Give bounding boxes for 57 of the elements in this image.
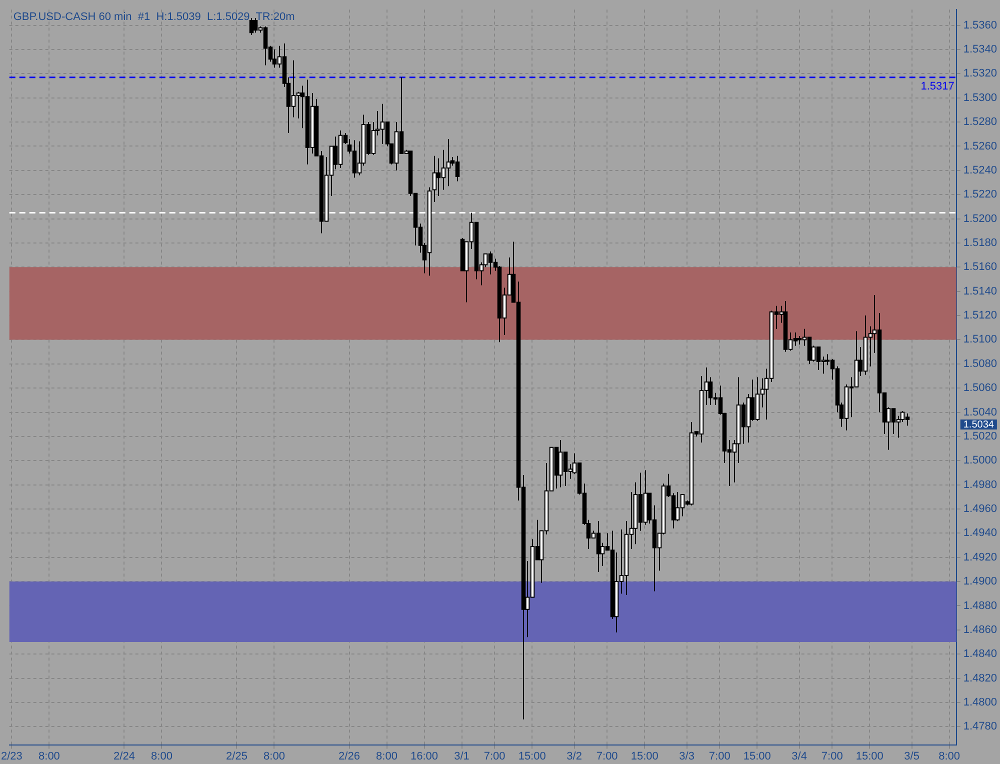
chart-title: GBP.USD-CASH 60 min #1 H:1.5039 L:1.5029 TR:20m [13, 11, 295, 24]
y-tick-label: 1.5060 [963, 382, 998, 394]
y-tick-label: 1.5000 [963, 454, 998, 467]
x-tick-label: 7:00 [821, 750, 843, 762]
x-tick-label: 7:00 [708, 750, 730, 762]
y-tick-label: 1.4980 [963, 478, 998, 491]
y-tick-label: 1.5020 [963, 430, 998, 442]
y-tick-label: 1.5200 [963, 212, 998, 225]
y-tick-label: 1.5120 [963, 310, 998, 322]
ref-line-label: 1.5317 [920, 80, 954, 92]
x-tick-label: 3/1 [454, 750, 470, 762]
y-tick-label: 1.4880 [963, 600, 998, 612]
y-tick-label: 1.4900 [963, 576, 998, 588]
x-tick-label: 8:00 [376, 750, 398, 762]
y-tick-label: 1.5040 [963, 406, 998, 418]
y-tick-label: 1.4800 [963, 696, 998, 709]
y-tick-label: 1.5080 [963, 358, 998, 370]
x-tick-label: 3/4 [792, 750, 807, 762]
x-tick-label: 8:00 [264, 750, 285, 762]
text: 1.5034 [963, 419, 994, 430]
x-tick-label: 7:00 [484, 750, 506, 762]
x-tick-label: 15:00 [518, 750, 546, 762]
y-tick-label: 1.5300 [963, 92, 998, 104]
y-tick-label: 1.4940 [963, 527, 998, 540]
x-tick-label: 3/2 [566, 750, 582, 762]
x-tick-label: 16:00 [410, 750, 438, 762]
y-tick-label: 1.4920 [963, 551, 998, 564]
y-tick-label: 1.5140 [963, 285, 998, 298]
y-tick-label: 1.5160 [963, 261, 998, 274]
x-tick-label: 8:00 [38, 750, 60, 762]
y-tick-label: 1.5100 [963, 334, 998, 346]
x-tick-label: 15:00 [743, 750, 771, 762]
x-tick-label: 15:00 [630, 750, 658, 762]
x-tick-label: 8:00 [151, 750, 172, 762]
y-tick-label: 1.4860 [963, 624, 998, 636]
y-tick-label: 1.5180 [963, 237, 998, 250]
x-tick-label: 2/24 [114, 750, 135, 762]
y-tick-label: 1.5340 [963, 44, 998, 56]
y-tick-label: 1.5260 [963, 140, 998, 152]
x-tick-label: 15:00 [856, 750, 884, 762]
x-tick-label: 3/3 [679, 750, 694, 762]
y-tick-label: 1.4960 [963, 503, 998, 516]
y-tick-label: 1.4780 [963, 720, 998, 733]
candlestick [432, 155, 437, 202]
x-tick-label: 2/26 [338, 750, 360, 762]
y-tick-label: 1.4820 [963, 672, 998, 684]
y-tick-label: 1.5220 [963, 188, 998, 201]
x-tick-label: 3/5 [904, 750, 920, 762]
y-tick-label: 1.5320 [963, 68, 998, 80]
x-tick-label: 2/23 [1, 750, 22, 762]
x-tick-label: 8:00 [938, 750, 960, 762]
y-tick-label: 1.4840 [963, 648, 998, 660]
y-tick-label: 1.5240 [963, 164, 998, 176]
y-tick-label: 1.5280 [963, 116, 998, 128]
y-tick-label: 1.5360 [963, 19, 998, 32]
x-tick-label: 2/25 [226, 750, 248, 762]
x-tick-label: 7:00 [596, 750, 618, 762]
